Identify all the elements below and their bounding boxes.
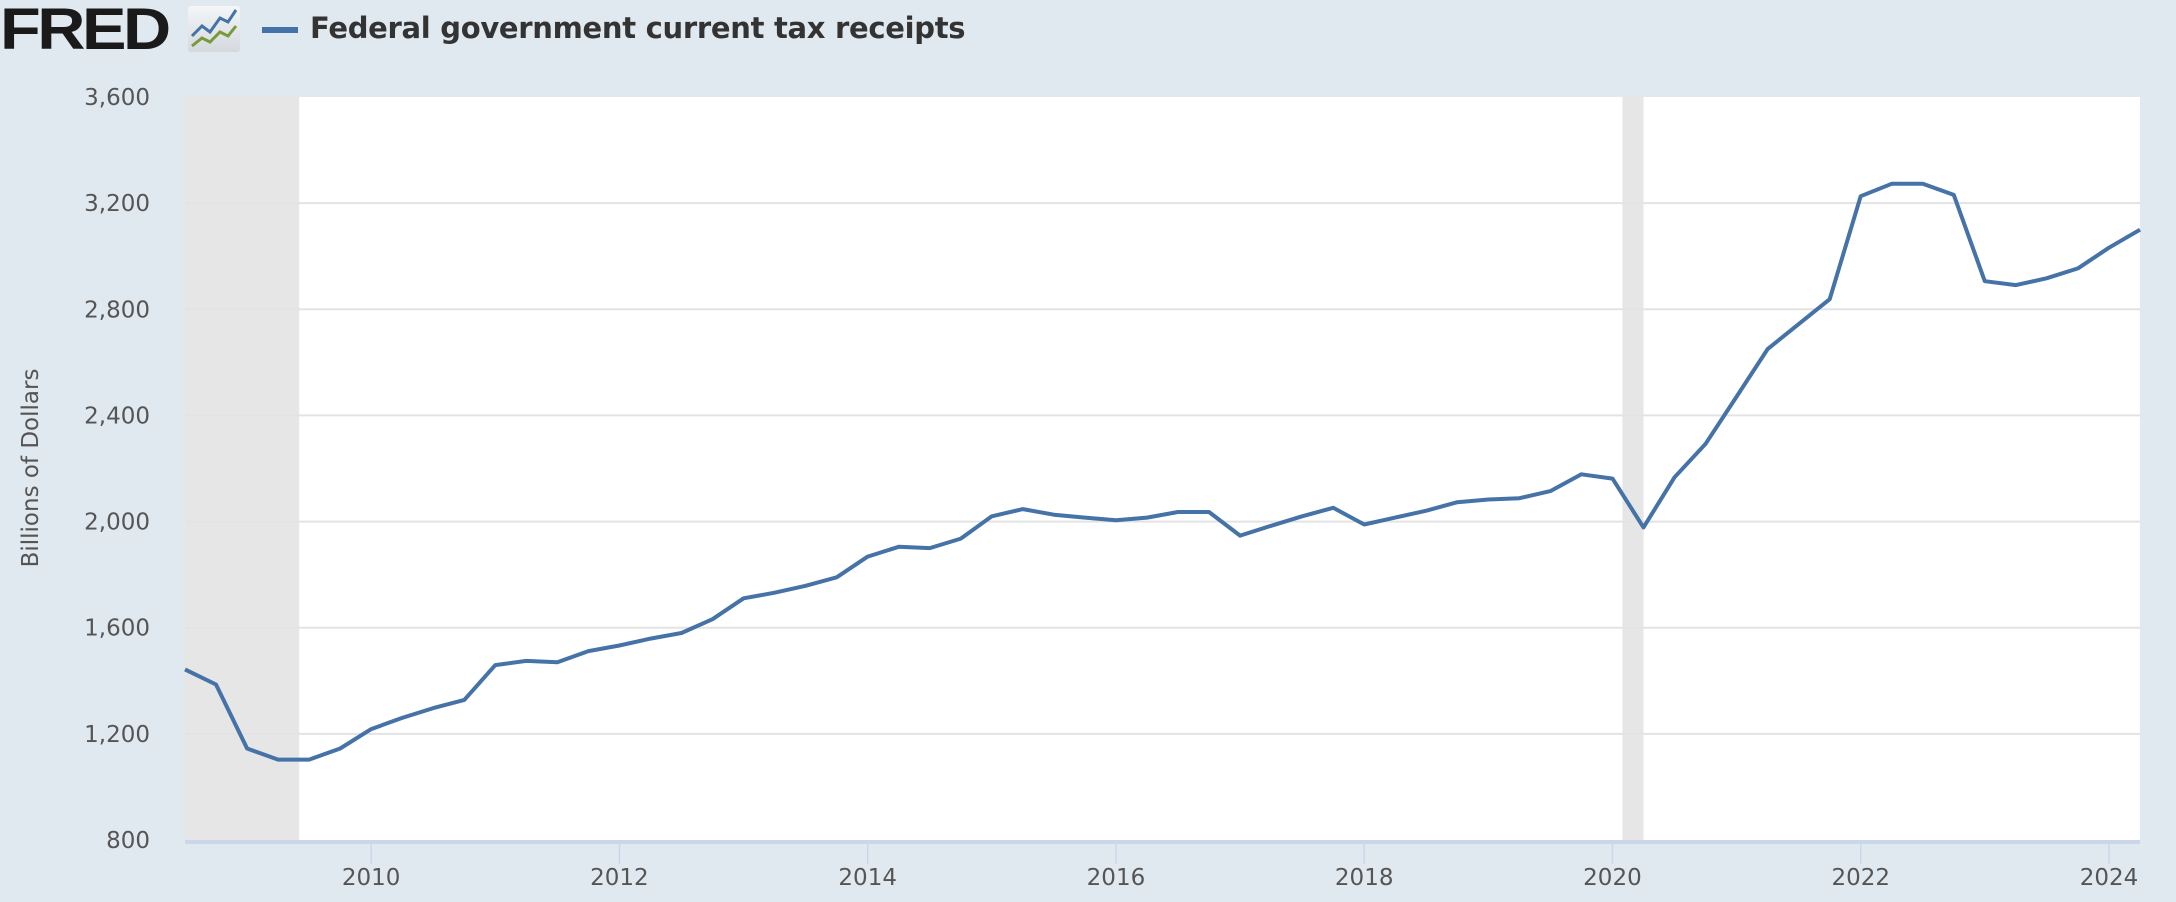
y-tick-label: 1,200 <box>84 722 150 748</box>
x-tick-label: 2024 <box>2080 865 2139 891</box>
x-tick-label: 2012 <box>590 865 649 891</box>
y-tick-label: 2,000 <box>84 510 150 536</box>
x-tick-label: 2014 <box>838 865 897 891</box>
y-tick-label: 1,600 <box>84 616 150 642</box>
y-tick-label: 2,400 <box>84 403 150 429</box>
y-tick-label: 3,600 <box>84 85 150 111</box>
y-axis-title: Billions of Dollars <box>18 369 44 568</box>
x-tick-label: 2016 <box>1087 865 1146 891</box>
x-tick-label: 2020 <box>1583 865 1642 891</box>
x-tick-label: 2018 <box>1335 865 1394 891</box>
x-tick-label: 2022 <box>1831 865 1890 891</box>
legend-swatch <box>262 27 298 33</box>
plot-area <box>185 97 2140 840</box>
chart-title: Federal government current tax receipts <box>310 11 966 45</box>
recession-shade <box>1622 97 1644 840</box>
chart-icon <box>188 6 240 52</box>
x-tick-label: 2010 <box>342 865 401 891</box>
y-tick-label: 800 <box>106 828 150 854</box>
fred-logo[interactable]: FRED <box>0 0 171 62</box>
chart-header: FRED <box>0 0 171 60</box>
series-line <box>184 181 2142 762</box>
recession-shade <box>185 97 300 840</box>
y-tick-label: 2,800 <box>84 297 150 323</box>
y-tick-label: 3,200 <box>84 191 150 217</box>
